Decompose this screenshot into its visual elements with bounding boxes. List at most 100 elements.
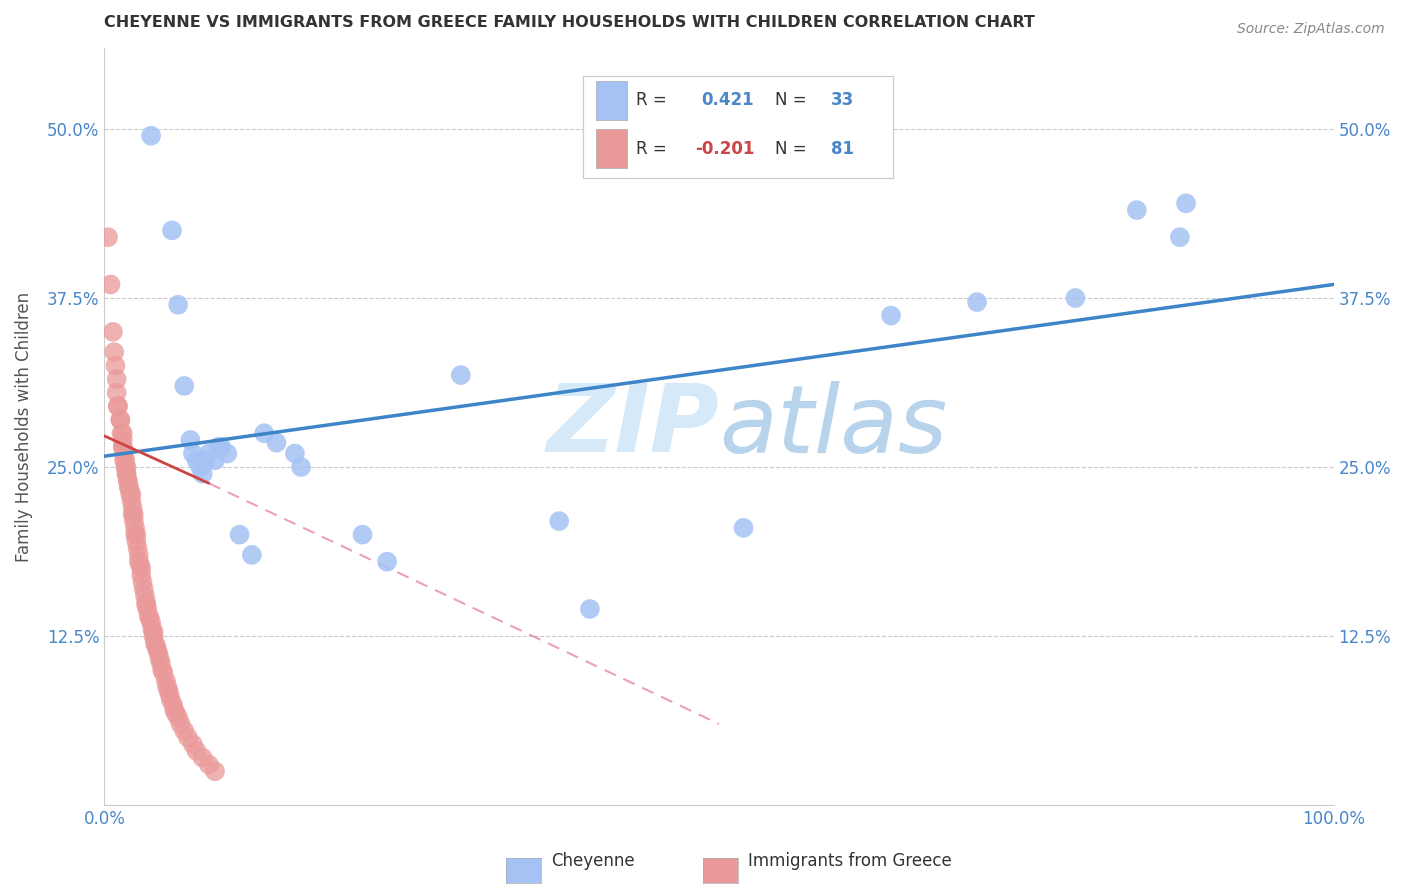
Point	[253, 426, 276, 441]
Text: Immigrants from Greece: Immigrants from Greece	[748, 852, 952, 870]
Point	[105, 372, 128, 386]
Point	[173, 723, 195, 738]
Text: atlas: atlas	[718, 381, 948, 472]
Point	[209, 440, 232, 454]
Point	[141, 622, 163, 636]
Point	[143, 636, 166, 650]
Point	[129, 561, 152, 575]
Text: 0.421: 0.421	[702, 92, 754, 110]
Point	[240, 548, 263, 562]
Point	[110, 413, 132, 427]
Point	[118, 480, 141, 494]
Point	[191, 750, 214, 764]
Point	[124, 521, 146, 535]
Point	[157, 683, 180, 698]
Point	[131, 574, 153, 589]
Point	[186, 453, 208, 467]
Point	[181, 446, 204, 460]
Point	[159, 687, 181, 701]
Point	[880, 309, 903, 323]
Point	[121, 500, 143, 515]
Point	[100, 277, 122, 292]
Point	[114, 460, 136, 475]
Point	[548, 514, 571, 528]
Point	[194, 453, 217, 467]
Point	[129, 558, 152, 572]
Point	[1126, 203, 1149, 218]
Point	[114, 453, 136, 467]
Point	[284, 446, 307, 460]
Point	[115, 467, 138, 481]
Point	[198, 757, 221, 772]
Point	[135, 595, 157, 609]
Point	[228, 527, 250, 541]
Point	[142, 625, 165, 640]
Point	[163, 703, 186, 717]
Point	[165, 706, 187, 720]
Point	[111, 440, 134, 454]
Text: 33: 33	[831, 92, 855, 110]
Text: R =: R =	[636, 140, 666, 158]
Point	[162, 698, 184, 712]
Point	[1168, 230, 1191, 244]
Text: N =: N =	[775, 92, 807, 110]
Point	[142, 629, 165, 643]
Point	[122, 508, 145, 522]
Y-axis label: Family Households with Children: Family Households with Children	[15, 292, 32, 562]
Point	[155, 673, 177, 688]
Point	[145, 639, 167, 653]
Point	[217, 446, 239, 460]
Point	[1175, 196, 1198, 211]
Point	[110, 413, 132, 427]
Point	[352, 527, 374, 541]
Point	[204, 453, 226, 467]
Bar	[596, 81, 627, 120]
Point	[159, 692, 181, 706]
Point	[122, 514, 145, 528]
Point	[139, 611, 162, 625]
Text: 81: 81	[831, 140, 853, 158]
Point	[167, 710, 190, 724]
Point	[152, 665, 174, 680]
Point	[103, 345, 125, 359]
Point	[107, 399, 129, 413]
Point	[149, 656, 172, 670]
Point	[105, 385, 128, 400]
Point	[1064, 291, 1087, 305]
Point	[173, 379, 195, 393]
Point	[208, 440, 231, 454]
Point	[135, 598, 157, 612]
Point	[117, 474, 139, 488]
Point	[104, 359, 127, 373]
Point	[112, 453, 135, 467]
Point	[179, 433, 201, 447]
Point	[156, 679, 179, 693]
Point	[125, 527, 148, 541]
Point	[111, 426, 134, 441]
Point	[375, 555, 398, 569]
Point	[124, 527, 146, 541]
Point	[128, 548, 150, 562]
Point	[115, 467, 138, 481]
Point	[97, 230, 120, 244]
Point	[167, 298, 190, 312]
Point	[181, 737, 204, 751]
Point	[132, 582, 155, 596]
Point	[169, 717, 191, 731]
Point	[120, 493, 142, 508]
Point	[127, 541, 149, 556]
Point	[120, 487, 142, 501]
Point	[134, 589, 156, 603]
Point	[121, 508, 143, 522]
Point	[149, 652, 172, 666]
Point	[139, 128, 162, 143]
Point	[188, 460, 211, 475]
Point	[186, 744, 208, 758]
Point	[204, 764, 226, 779]
Point	[110, 426, 132, 441]
Point	[136, 602, 159, 616]
Point	[115, 460, 138, 475]
Point	[177, 731, 200, 745]
Text: -0.201: -0.201	[695, 140, 754, 158]
Point	[146, 642, 169, 657]
